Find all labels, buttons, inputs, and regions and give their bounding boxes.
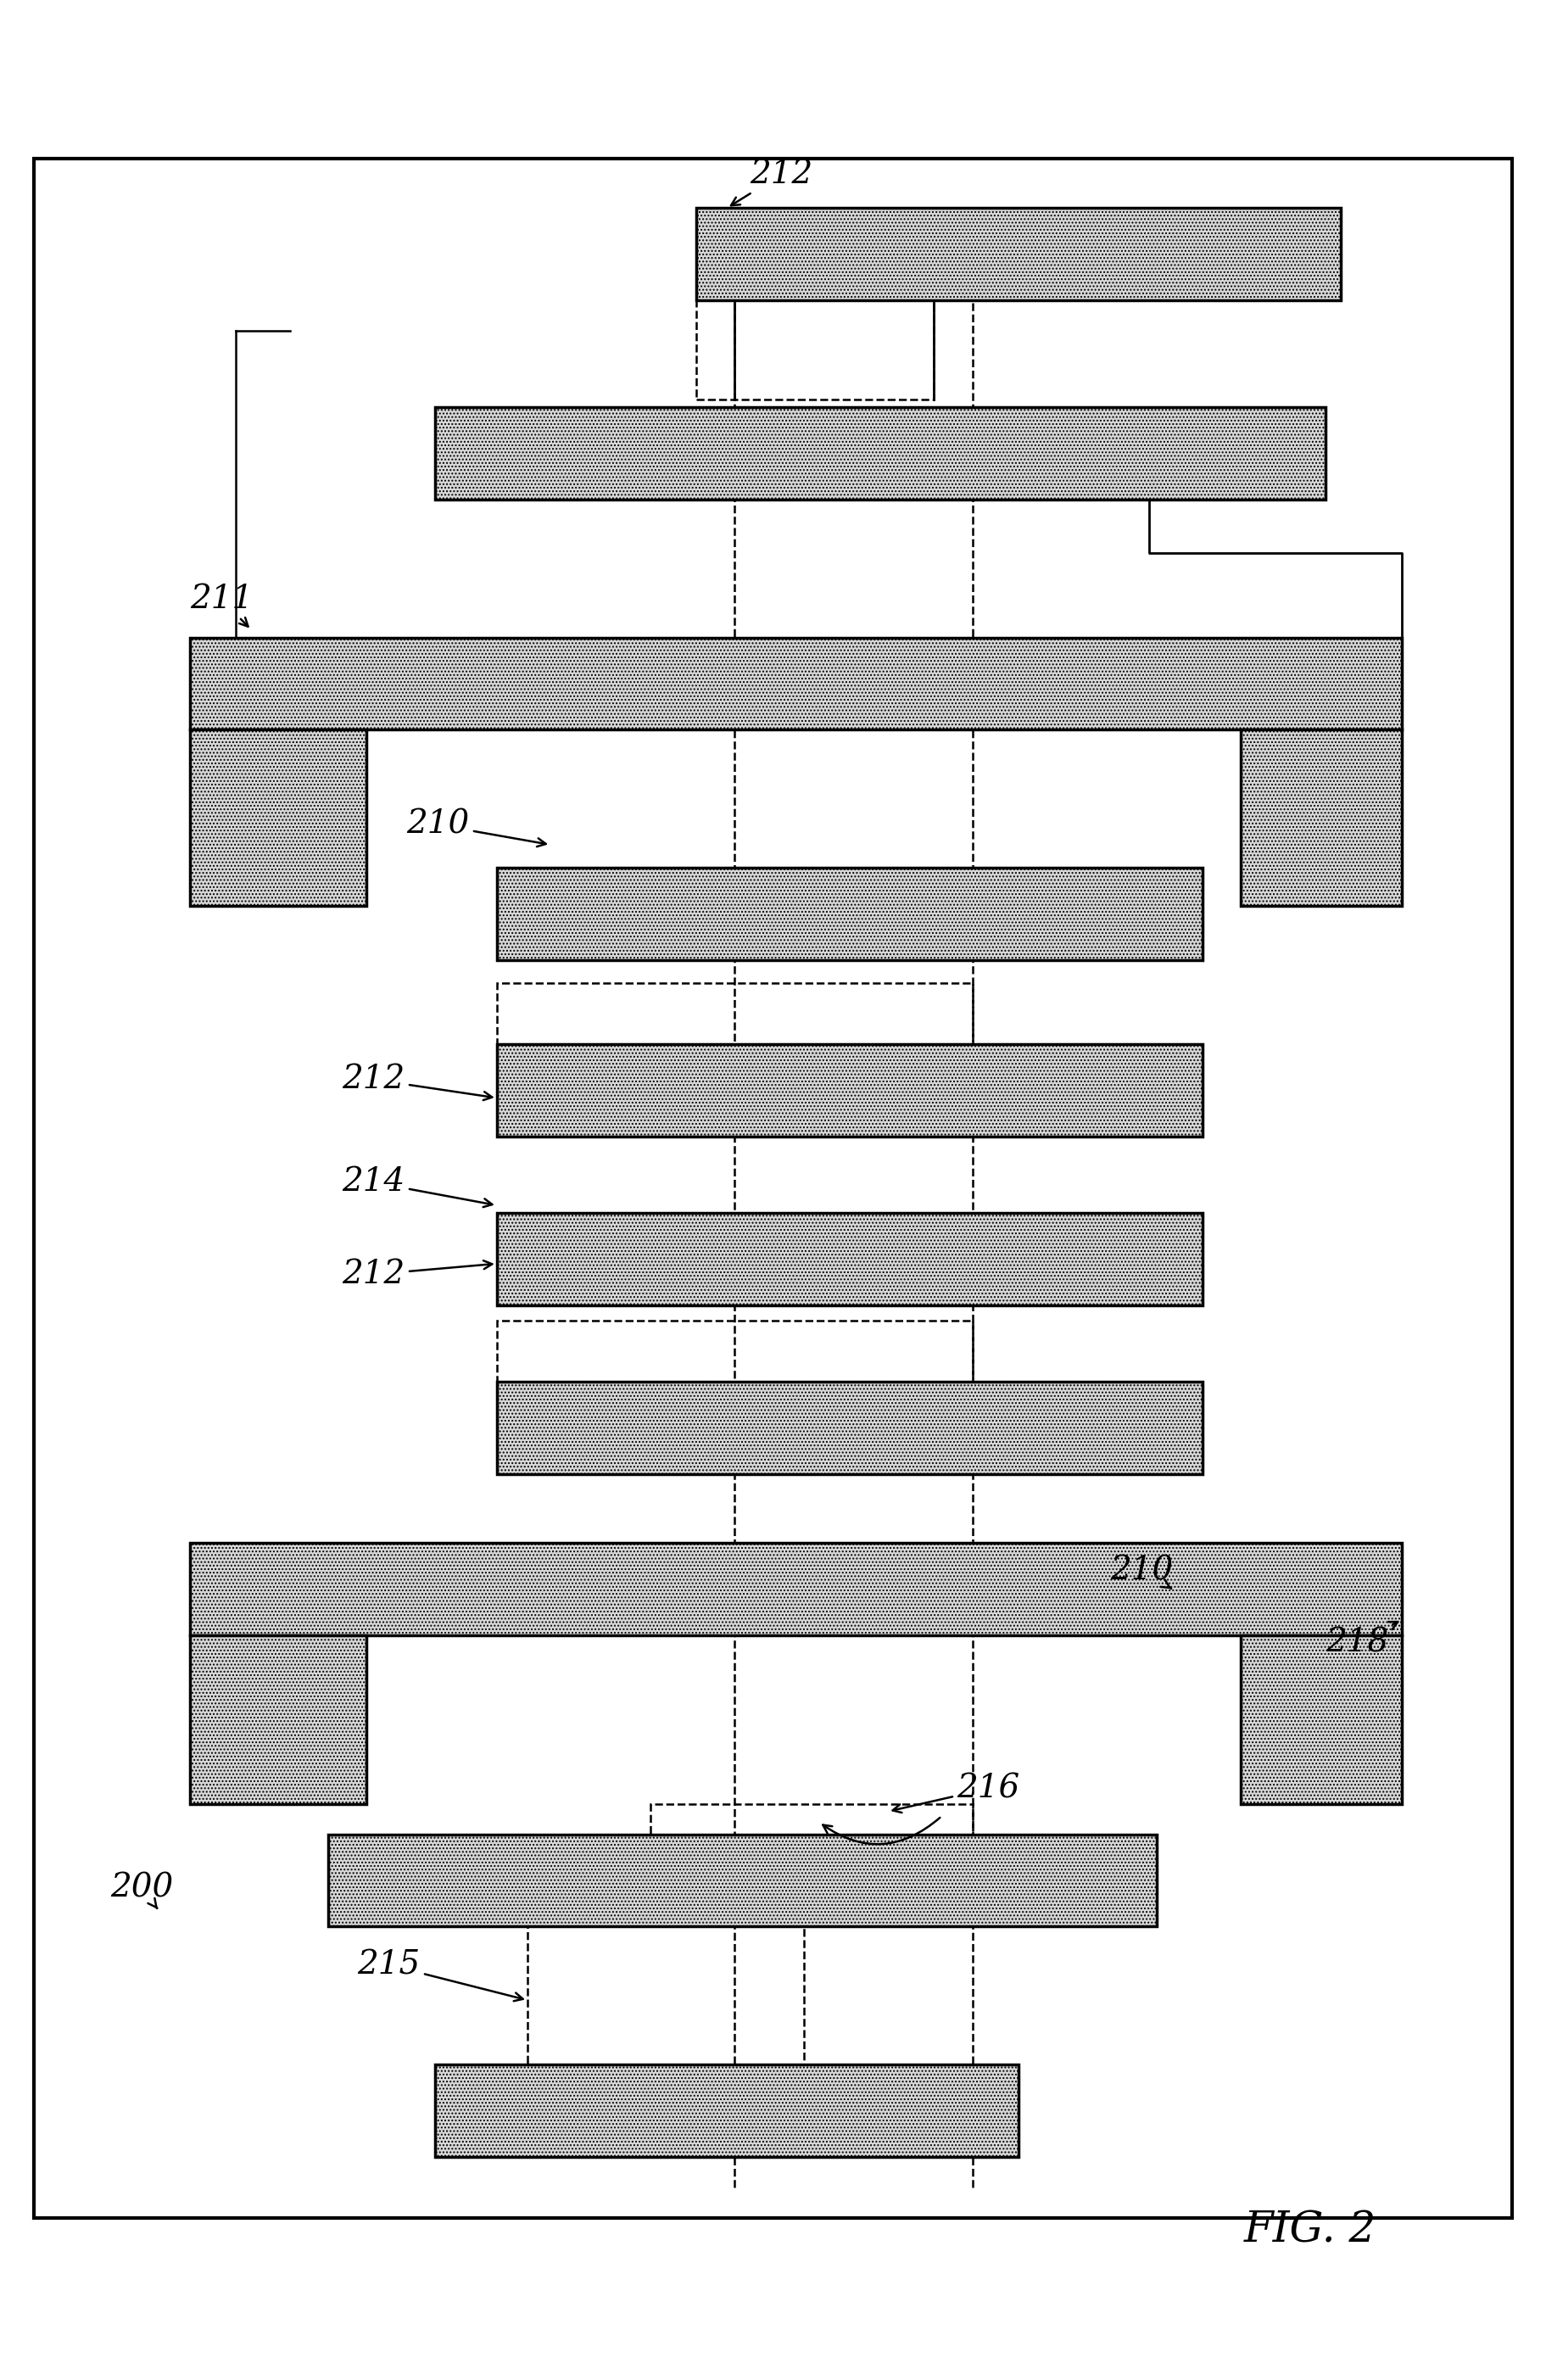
- Bar: [527, 1925, 804, 2063]
- Text: 212: 212: [731, 159, 813, 205]
- Bar: [436, 2063, 1019, 2156]
- Text: 211: 211: [190, 583, 254, 626]
- Bar: [496, 1214, 1203, 1304]
- Text: 210: 210: [407, 809, 546, 847]
- Bar: [651, 1804, 972, 1835]
- Text: 200: 200: [110, 1873, 173, 1909]
- Bar: [696, 300, 934, 400]
- FancyArrowPatch shape: [822, 1818, 940, 1844]
- Text: FIG. 2: FIG. 2: [1243, 2211, 1376, 2251]
- Bar: [496, 1045, 1203, 1135]
- Bar: [328, 1835, 1156, 1925]
- Bar: [496, 983, 972, 1045]
- Text: 212: 212: [342, 1064, 492, 1100]
- Bar: [190, 731, 366, 907]
- Text: 212: 212: [342, 1259, 492, 1290]
- Bar: [1241, 731, 1402, 907]
- Bar: [496, 1383, 1203, 1473]
- Text: 210: 210: [1110, 1554, 1173, 1587]
- Text: 216: 216: [892, 1773, 1020, 1814]
- Bar: [436, 407, 1325, 500]
- Bar: [190, 1635, 366, 1804]
- Bar: [1241, 1635, 1402, 1804]
- Bar: [496, 1321, 972, 1383]
- Bar: [190, 1542, 1402, 1635]
- Bar: [496, 869, 1203, 959]
- Text: 214: 214: [342, 1166, 492, 1207]
- Bar: [190, 638, 1402, 731]
- Text: 218: 218: [1325, 1621, 1398, 1659]
- Text: 215: 215: [357, 1949, 523, 2002]
- Bar: [696, 207, 1340, 300]
